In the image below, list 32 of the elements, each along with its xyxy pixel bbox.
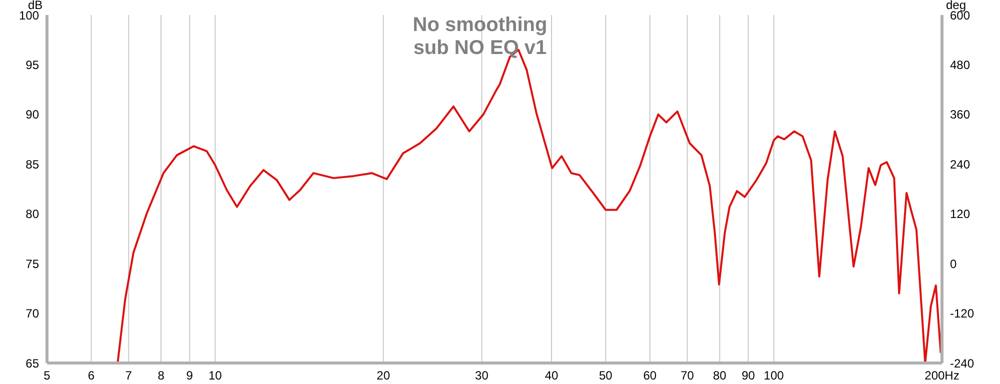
x-tick-label: 70 xyxy=(680,368,694,383)
x-tick-label: 20 xyxy=(376,368,390,383)
y-tick-label: 80 xyxy=(26,207,40,222)
x-tick-label: 5 xyxy=(44,368,51,383)
x-tick-label: 8 xyxy=(158,368,165,383)
y2-tick-label: 360 xyxy=(950,108,970,122)
x-tick-label: 7 xyxy=(125,368,132,383)
x-tick-label: 80 xyxy=(713,368,727,383)
y-tick-label: 85 xyxy=(26,157,40,172)
y-tick-label: 75 xyxy=(26,256,40,271)
y-tick-label: 95 xyxy=(26,58,40,72)
y2-tick-label: 120 xyxy=(950,207,970,222)
x-tick-label: 60 xyxy=(643,368,657,383)
y2-tick-label: 0 xyxy=(950,256,957,271)
x-tick-label: 40 xyxy=(544,368,559,383)
x-tick-label: 200Hz xyxy=(924,368,960,383)
y2-tick-label: -120 xyxy=(950,306,974,321)
text: sub NO EQ v1 xyxy=(412,37,548,60)
y2-tick-label: 480 xyxy=(950,58,970,72)
y2-tick-label: 240 xyxy=(950,157,970,172)
x-tick-label: 90 xyxy=(742,368,756,383)
x-tick-label: 9 xyxy=(186,368,194,383)
y-tick-label: 70 xyxy=(26,306,40,321)
y-tick-label: 65 xyxy=(26,356,40,370)
x-tick-label: 100 xyxy=(764,368,784,383)
y-tick-label: 90 xyxy=(26,108,40,122)
x-tick-label: 6 xyxy=(88,368,95,383)
x-tick-label: 50 xyxy=(598,368,613,383)
y2-tick-label: -240 xyxy=(950,356,974,370)
chart-title: No smoothing xyxy=(412,14,548,37)
x-tick-label: 30 xyxy=(475,368,489,383)
x-tick-label: 10 xyxy=(208,368,222,383)
